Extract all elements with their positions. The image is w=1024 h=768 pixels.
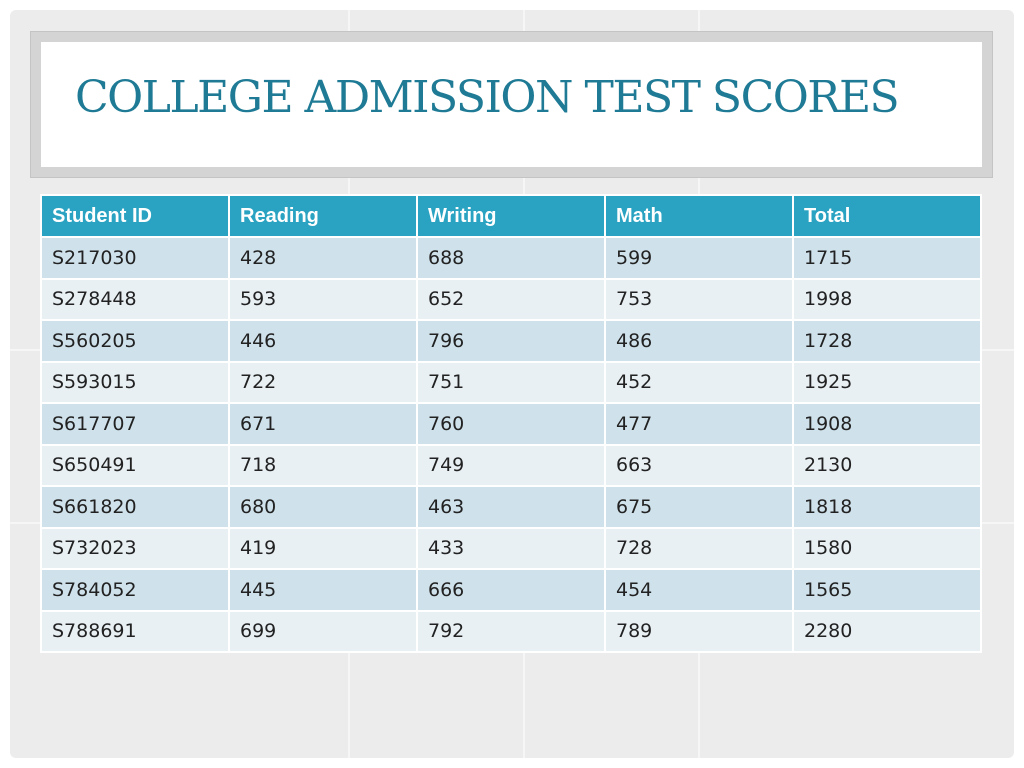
cell-total: 1908 — [792, 402, 982, 446]
cell-math: 486 — [604, 319, 794, 363]
cell-total: 1580 — [792, 526, 982, 570]
cell-writing: 688 — [416, 236, 606, 280]
cell-student-id: S661820 — [40, 485, 230, 529]
cell-writing: 652 — [416, 277, 606, 321]
table-row: S784052 445 666 454 1565 — [40, 568, 982, 612]
cell-student-id: S560205 — [40, 319, 230, 363]
cell-reading: 671 — [228, 402, 418, 446]
cell-writing: 433 — [416, 526, 606, 570]
cell-student-id: S593015 — [40, 360, 230, 404]
cell-reading: 419 — [228, 526, 418, 570]
table-row: S593015 722 751 452 1925 — [40, 360, 982, 404]
cell-reading: 699 — [228, 609, 418, 653]
table-row: S732023 419 433 728 1580 — [40, 526, 982, 570]
cell-student-id: S732023 — [40, 526, 230, 570]
cell-total: 1728 — [792, 319, 982, 363]
table-row: S788691 699 792 789 2280 — [40, 609, 982, 653]
cell-math: 789 — [604, 609, 794, 653]
header-total: Total — [792, 194, 982, 238]
cell-writing: 463 — [416, 485, 606, 529]
cell-reading: 428 — [228, 236, 418, 280]
table-header-row: Student ID Reading Writing Math Total — [40, 194, 982, 238]
cell-math: 663 — [604, 443, 794, 487]
cell-writing: 666 — [416, 568, 606, 612]
cell-student-id: S784052 — [40, 568, 230, 612]
scores-table: Student ID Reading Writing Math Total S2… — [40, 194, 982, 653]
cell-math: 753 — [604, 277, 794, 321]
cell-total: 1925 — [792, 360, 982, 404]
title-frame: COLLEGE ADMISSION TEST SCORES — [30, 31, 993, 178]
cell-total: 1565 — [792, 568, 982, 612]
cell-reading: 445 — [228, 568, 418, 612]
cell-math: 675 — [604, 485, 794, 529]
cell-writing: 760 — [416, 402, 606, 446]
table-row: S217030 428 688 599 1715 — [40, 236, 982, 280]
cell-reading: 722 — [228, 360, 418, 404]
cell-writing: 796 — [416, 319, 606, 363]
table-row: S617707 671 760 477 1908 — [40, 402, 982, 446]
cell-writing: 751 — [416, 360, 606, 404]
cell-total: 1818 — [792, 485, 982, 529]
slide-title: COLLEGE ADMISSION TEST SCORES — [75, 72, 900, 123]
table-row: S661820 680 463 675 1818 — [40, 485, 982, 529]
cell-math: 728 — [604, 526, 794, 570]
table-row: S560205 446 796 486 1728 — [40, 319, 982, 363]
cell-reading: 446 — [228, 319, 418, 363]
cell-student-id: S650491 — [40, 443, 230, 487]
table-row: S650491 718 749 663 2130 — [40, 443, 982, 487]
header-reading: Reading — [228, 194, 418, 238]
cell-total: 1998 — [792, 277, 982, 321]
cell-math: 477 — [604, 402, 794, 446]
header-student-id: Student ID — [40, 194, 230, 238]
cell-student-id: S788691 — [40, 609, 230, 653]
cell-math: 452 — [604, 360, 794, 404]
cell-writing: 792 — [416, 609, 606, 653]
cell-reading: 718 — [228, 443, 418, 487]
cell-math: 599 — [604, 236, 794, 280]
cell-math: 454 — [604, 568, 794, 612]
cell-student-id: S617707 — [40, 402, 230, 446]
cell-total: 1715 — [792, 236, 982, 280]
header-writing: Writing — [416, 194, 606, 238]
cell-student-id: S278448 — [40, 277, 230, 321]
cell-total: 2280 — [792, 609, 982, 653]
header-math: Math — [604, 194, 794, 238]
cell-reading: 593 — [228, 277, 418, 321]
table-row: S278448 593 652 753 1998 — [40, 277, 982, 321]
cell-total: 2130 — [792, 443, 982, 487]
cell-student-id: S217030 — [40, 236, 230, 280]
cell-writing: 749 — [416, 443, 606, 487]
title-panel: COLLEGE ADMISSION TEST SCORES — [41, 42, 982, 167]
cell-reading: 680 — [228, 485, 418, 529]
